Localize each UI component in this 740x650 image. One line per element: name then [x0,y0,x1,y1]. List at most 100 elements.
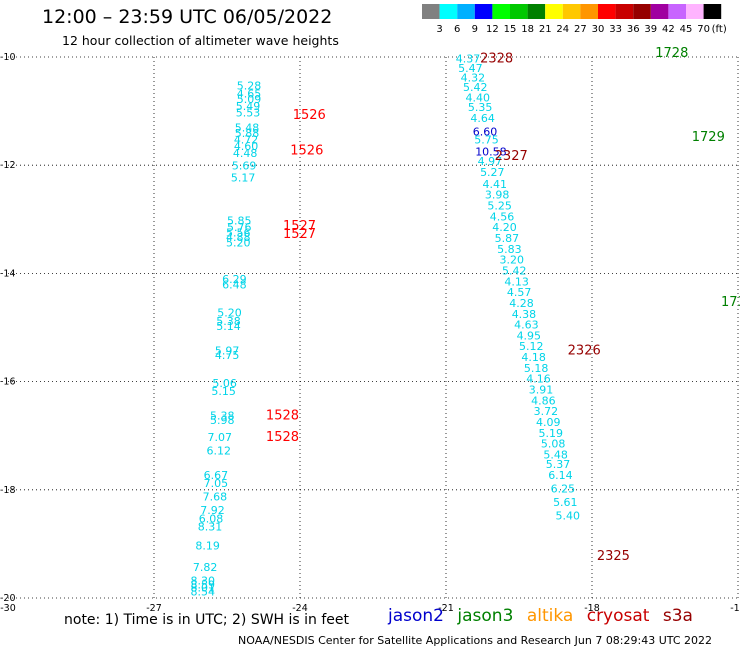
wave-height-point: 4.95 [517,329,542,342]
y-tick-label: -12 [0,160,16,171]
wave-height-point: 6.08 [199,512,224,525]
wave-height-point: 6.12 [207,445,232,458]
wave-height-point: 5.61 [553,496,578,509]
wave-height-point: 3.72 [534,405,559,418]
wave-height-point: 8.31 [198,520,223,533]
wave-height-point: 5.14 [216,320,241,333]
wave-height-point: 8.59 [191,578,216,591]
y-tick-label: -18 [0,485,16,496]
colorbar-swatch [598,4,616,19]
colorbar-tick-label: 45 [680,24,693,35]
wave-height-point: 5.15 [211,385,236,398]
colorbar-swatch [562,4,581,19]
wave-height-point: 5.17 [231,171,256,184]
colorbar-tick-label: 15 [504,24,517,35]
wave-height-point: 4.64 [470,112,495,125]
colorbar-swatch [457,4,475,19]
y-tick-label: -20 [0,593,16,604]
wave-height-point: 5.88 [235,127,260,140]
colorbar-tick-label: 33 [609,24,622,35]
wave-height-point: 4.72 [234,134,259,147]
colorbar-swatch [633,4,651,19]
wave-height-point: 6.14 [548,469,573,482]
track-label: 1527 [283,219,316,234]
wave-height-point: 5.49 [236,100,261,113]
legend-jason3: jason3 [457,606,514,626]
wave-height-point: 4.38 [512,308,537,321]
colorbar-tick-label: 12 [486,24,499,35]
colorbar-swatch [703,4,722,19]
wave-height-point: 7.82 [193,561,218,574]
colorbar-tick-label: 42 [662,24,675,35]
colorbar-swatch [527,4,546,19]
wave-height-point: 5.19 [538,427,563,440]
wave-height-point: 4.20 [492,221,517,234]
colorbar-swatch [650,4,669,19]
wave-height-point: 4.32 [461,71,486,84]
color-scale-legend: 3 6 9 12 15 18 21 24 27 30 33 36 39 42 45 70 (ft) [422,4,727,35]
chart-title: 12:00 – 23:59 UTC 06/05/2022 [42,6,333,28]
wave-height-point: 4.40 [465,91,490,104]
wave-height-point: 6.67 [204,469,229,482]
wave-height-point: 8.01 [191,582,216,595]
colorbar-swatch [686,4,704,19]
colorbar-swatch [545,4,563,19]
colorbar-tick-label: 27 [574,24,587,35]
wave-height-point: 5.18 [524,362,549,375]
wave-height-point: 4.28 [509,297,534,310]
wave-height-point: 4.13 [504,275,529,288]
wave-height-point: 4.86 [531,394,556,407]
wave-height-point: 5.12 [519,340,544,353]
colorbar-tick-label: 24 [556,24,569,35]
wave-height-point: 5.69 [232,160,257,173]
track-label: 1527 [283,227,316,242]
wave-height-point: 3.91 [529,384,554,397]
wave-height-point: 5.08 [541,438,566,451]
wave-height-point: 5.85 [227,215,252,228]
track-label: 2326 [568,344,601,359]
wave-height-point: 4.65 [237,88,262,101]
colorbar-unit: (ft) [712,24,727,35]
legend-s3a: s3a [662,606,693,626]
wave-height-point: 5.20 [226,236,251,249]
colorbar-swatch [474,4,493,19]
wave-height-point: 8.19 [195,539,220,552]
track-label: 1528 [266,430,299,445]
colorbar-tick-label: 21 [539,24,552,35]
wave-height-point: 7.68 [203,491,228,504]
wave-height-point: 4.56 [490,210,515,223]
colorbar-tick-label: 3 [436,24,442,35]
x-tick-label: -21 [438,603,454,614]
colorbar-swatch [422,4,440,19]
colorbar-swatch [492,4,510,19]
wave-height-point: 8.30 [191,574,216,587]
wave-height-point: 5.40 [556,510,581,523]
wave-height-point: 4.63 [514,319,539,332]
wave-height-point: 10.58 [475,145,507,158]
wave-height-point: 4.37 [456,52,481,65]
wave-height-point: 5.97 [215,345,240,358]
y-tick-label: -10 [0,52,16,63]
track-label: 1526 [293,108,326,123]
wave-height-point: 5.87 [495,232,519,245]
wave-height-point: 5.48 [543,448,568,461]
wave-height-point: 6.29 [222,273,247,286]
wave-height-point: 6.60 [473,125,498,138]
x-tick-label: -27 [146,603,162,614]
wave-height-point: 3.98 [485,189,510,202]
wave-height-point: 5.37 [546,458,571,471]
wave-height-point: 7.07 [208,431,233,444]
colorbar-swatch [668,4,686,19]
colorbar-tick-label: 9 [472,24,478,35]
track-label: 1730 [721,295,740,310]
footer-note: note: 1) Time is in UTC; 2) SWH is in fe… [64,612,350,628]
wave-height-point: 5.20 [217,307,242,320]
track-label: 1728 [655,46,688,61]
wave-height-point: 4.48 [233,147,258,160]
colorbar-tick-label: 6 [454,24,460,35]
wave-height-point: 5.09 [237,93,262,106]
wave-height-point: 5.28 [237,79,262,92]
track-label: 1526 [290,143,323,158]
wave-height-point: 5.98 [210,414,235,427]
